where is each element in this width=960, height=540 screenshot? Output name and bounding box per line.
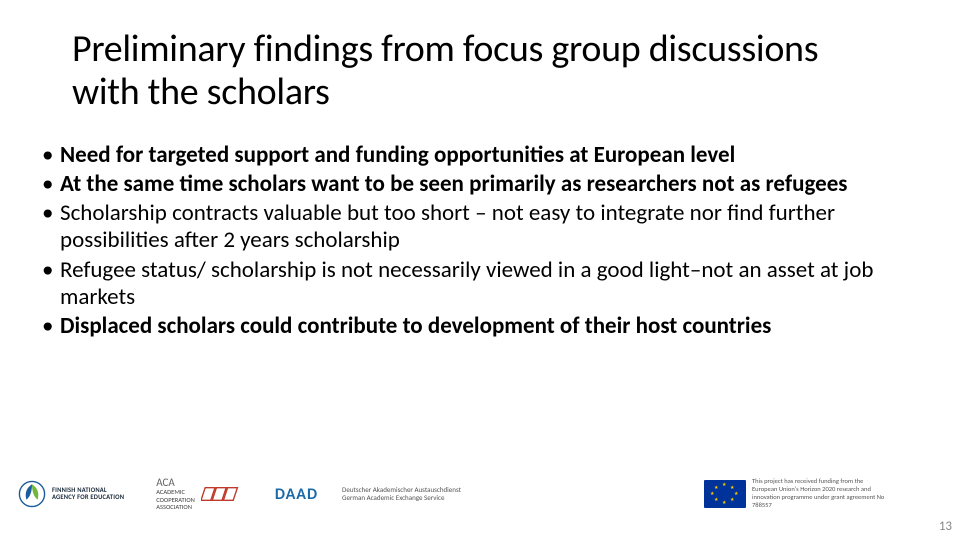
- bullet-list: Need for targeted support and funding op…: [38, 142, 918, 342]
- daad-line2: German Academic Exchange Service: [342, 494, 461, 502]
- eu-line4: 788557: [752, 502, 942, 510]
- bullet-item: Scholarship contracts valuable but too s…: [38, 200, 918, 254]
- eu-line3: innovation programme under grant agreeme…: [752, 494, 942, 502]
- bullet-item: At the same time scholars want to be see…: [38, 171, 918, 198]
- finnish-agency-text: FINNISH NATIONAL AGENCY FOR EDUCATION: [52, 487, 124, 502]
- daad-subtitle: Deutscher Akademischer Austauschdienst G…: [342, 486, 461, 503]
- bullet-item: Refugee status/ scholarship is not neces…: [38, 257, 918, 311]
- daad-label: DAAD: [275, 485, 318, 504]
- page-number: 13: [939, 519, 952, 534]
- aca-parallelogram-icon: [201, 483, 243, 505]
- slide-title: Preliminary findings from focus group di…: [72, 28, 892, 113]
- slide: Preliminary findings from focus group di…: [0, 0, 960, 540]
- bullet-item: Need for targeted support and funding op…: [38, 142, 918, 169]
- bullet-text: Refugee status/ scholarship is not neces…: [60, 256, 873, 311]
- daad-logo: DAAD: [275, 485, 318, 504]
- eu-funding-logo: ★ ★ ★ ★ ★ ★ ★ ★ This project has receive…: [704, 478, 942, 509]
- footer-logos: FINNISH NATIONAL AGENCY FOR EDUCATION AC…: [18, 470, 942, 518]
- aca-line3: ASSOCIATION: [156, 504, 195, 511]
- bullet-text: Displaced scholars could contribute to d…: [60, 312, 771, 340]
- eu-flag-icon: ★ ★ ★ ★ ★ ★ ★ ★: [704, 480, 746, 508]
- aca-logo: ACA ACADEMIC COOPERATION ASSOCIATION: [156, 476, 243, 511]
- bullet-text: Need for targeted support and funding op…: [60, 141, 735, 169]
- aca-label-block: ACA ACADEMIC COOPERATION ASSOCIATION: [156, 476, 195, 511]
- bullet-text: At the same time scholars want to be see…: [60, 170, 847, 198]
- eu-funding-text: This project has received funding from t…: [752, 478, 942, 509]
- finnish-agency-logo: FINNISH NATIONAL AGENCY FOR EDUCATION: [18, 480, 124, 508]
- fin-line2: AGENCY FOR EDUCATION: [52, 494, 124, 501]
- bullet-text: Scholarship contracts valuable but too s…: [60, 199, 835, 254]
- finnish-leaf-icon: [18, 480, 46, 508]
- bullet-item: Displaced scholars could contribute to d…: [38, 313, 918, 340]
